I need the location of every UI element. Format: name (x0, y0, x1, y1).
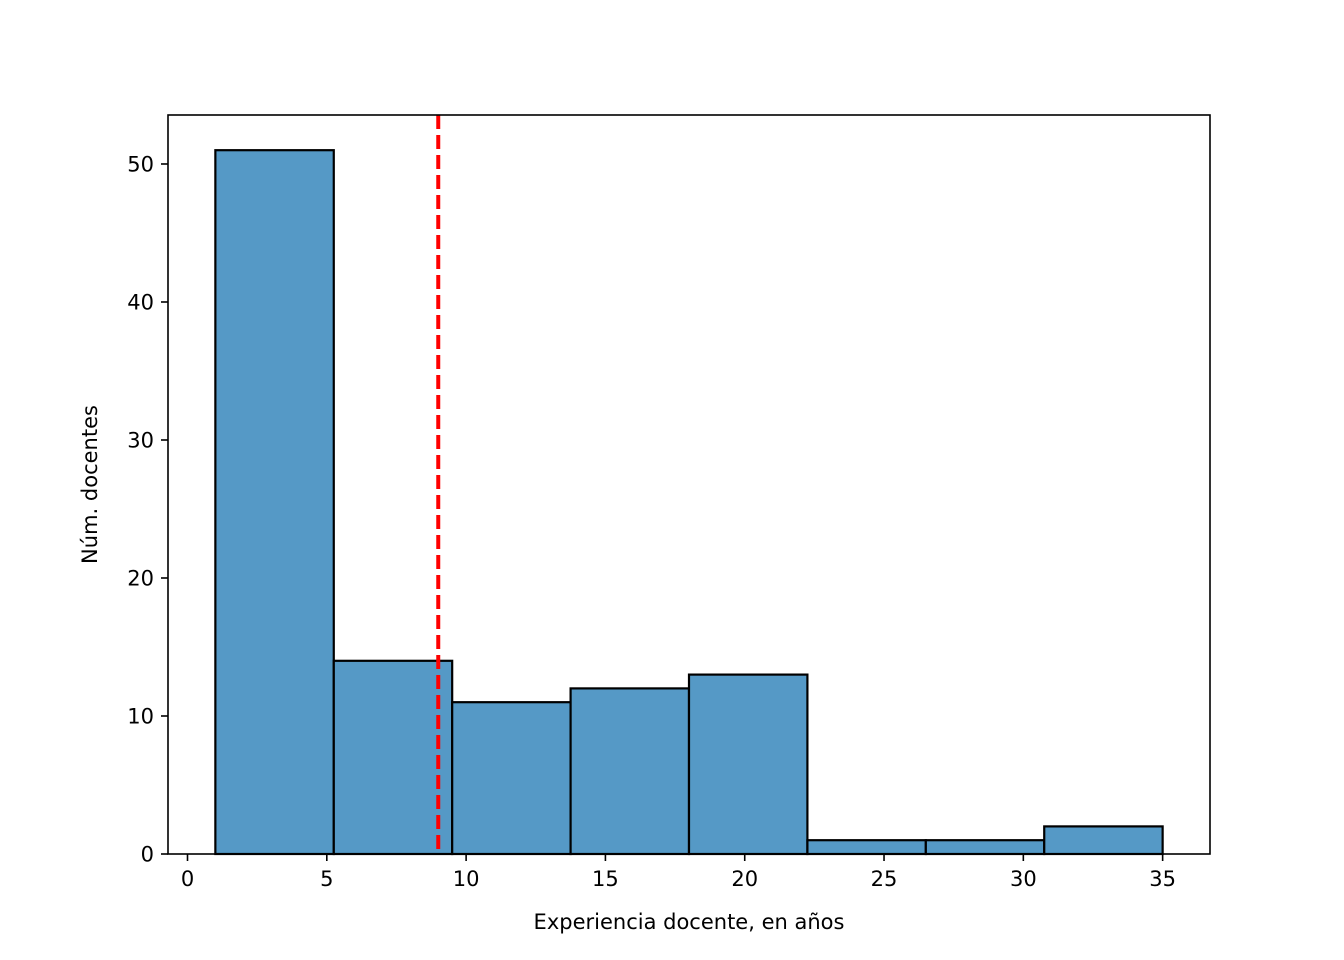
histogram-bar (806, 839, 927, 856)
x-tick-label: 20 (731, 867, 758, 891)
histogram-bar (451, 701, 572, 856)
x-tick-label: 5 (320, 867, 333, 891)
bars (214, 149, 1164, 856)
x-tick-label: 10 (453, 867, 480, 891)
x-tick-label: 35 (1149, 867, 1176, 891)
histogram-bar (1043, 825, 1164, 856)
x-axis-ticks: 0 5 10 15 20 25 30 35 (181, 854, 1176, 891)
x-tick-label: 0 (181, 867, 194, 891)
x-tick-label: 25 (871, 867, 898, 891)
x-tick-label: 30 (1010, 867, 1037, 891)
y-tick-label: 0 (141, 843, 154, 867)
y-tick-label: 40 (127, 290, 154, 314)
histogram-bar (332, 659, 454, 856)
y-tick-label: 10 (127, 704, 154, 728)
y-tick-label: 20 (127, 566, 154, 590)
x-axis-label: Experiencia docente, en años (534, 910, 845, 934)
y-axis-label: Núm. docentes (78, 405, 102, 564)
histogram-bar (569, 687, 691, 856)
y-tick-label: 50 (127, 152, 154, 176)
y-tick-label: 30 (127, 428, 154, 452)
plot-frame (167, 114, 1211, 855)
histogram-bar (687, 673, 809, 856)
y-axis-ticks: 0 10 20 30 40 50 (127, 152, 168, 867)
histogram-bar (924, 839, 1046, 856)
x-tick-label: 15 (592, 867, 619, 891)
histogram-bar (214, 149, 335, 856)
